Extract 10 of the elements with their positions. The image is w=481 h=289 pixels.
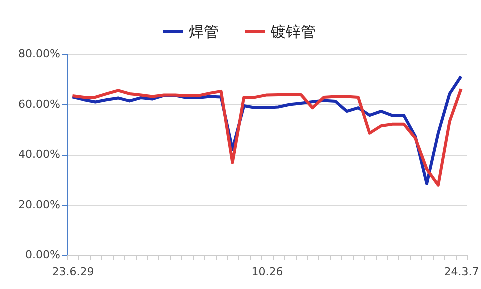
legend-label: 焊管 [189, 22, 219, 41]
y-tick-label: 80.00% [18, 48, 60, 60]
legend-label: 镀锌管 [270, 22, 316, 41]
y-tick-label: 60.00% [18, 98, 60, 111]
x-tick-label: 23.6.29 [52, 266, 94, 278]
y-tick-label: 20.00% [18, 198, 60, 212]
y-tick-label: 40.00% [18, 148, 60, 161]
x-tick-label: 10.26 [252, 266, 284, 278]
y-tick-label: 0.00% [26, 248, 60, 262]
x-tick-label: 24.3.7 [444, 266, 480, 278]
